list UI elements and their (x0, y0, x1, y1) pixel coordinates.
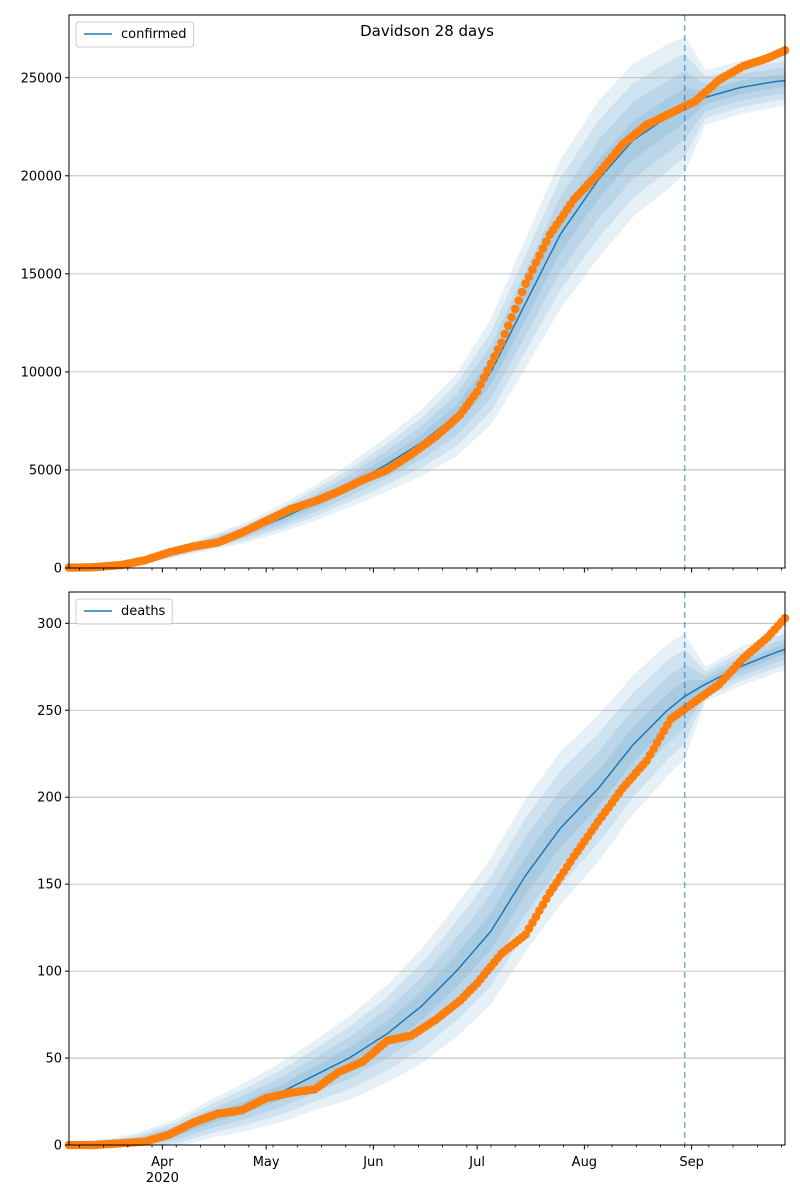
y-tick-label: 200 (37, 791, 62, 806)
uncertainty-band-2 (69, 53, 785, 568)
x-tick-label: May (253, 1155, 280, 1170)
x-tick-label: Aug (572, 1155, 597, 1170)
axes-frame (68, 591, 786, 1146)
observed-point (514, 296, 523, 305)
observed-point (528, 265, 537, 274)
legend-label: deaths (121, 604, 166, 619)
axes-frame (68, 14, 786, 569)
y-tick-label: 300 (37, 617, 62, 632)
confirmed-axes-frame (68, 14, 786, 569)
y-tick-label: 20000 (21, 169, 62, 184)
deaths-y-axis: 0 50 100 150 200 250 300 (37, 617, 69, 1154)
observed-point (538, 244, 548, 253)
y-tick-label: 250 (37, 704, 62, 719)
observed-point (531, 258, 541, 267)
confirmed-panel: 0 5000 10000 15000 20000 25000 confirmed Davi… (21, 14, 790, 577)
deaths-x-axis: Apr May Jun Jul Aug Sep 2020 (78, 1145, 782, 1186)
x-year-label: 2020 (146, 1171, 179, 1186)
y-tick-label: 10000 (21, 365, 62, 380)
observed-point (521, 279, 530, 289)
observed-point (500, 329, 510, 339)
chart-title: Davidson 28 days (360, 22, 494, 40)
uncertainty-band-3 (69, 639, 785, 1145)
observed-point (490, 352, 499, 361)
uncertainty-band-3 (69, 67, 785, 569)
legend-box (75, 598, 173, 625)
observed-point (524, 272, 534, 282)
uncertainty-band-4 (69, 644, 785, 1145)
confirmed-observed-points (64, 46, 790, 572)
x-tick-label: Sep (679, 1155, 704, 1170)
observed-point (507, 313, 516, 322)
observed-point (486, 359, 496, 368)
observed-point (483, 366, 492, 375)
deaths-legend: deaths (75, 598, 173, 625)
x-tick-label: Jun (362, 1155, 383, 1170)
deaths-uncertainty-bands (69, 628, 785, 1145)
legend-label: confirmed (121, 27, 187, 42)
legend-box (75, 21, 195, 48)
observed-point (479, 373, 489, 382)
y-tick-label: 100 (37, 965, 62, 980)
y-tick-label: 15000 (21, 267, 62, 282)
deaths-axes-frame (68, 591, 786, 1146)
y-tick-label: 25000 (21, 71, 62, 86)
confirmed-legend: confirmed (75, 21, 195, 48)
x-tick-label: Jul (468, 1155, 485, 1170)
x-tick-label: Apr (151, 1155, 174, 1170)
confirmed-x-ticks (78, 568, 782, 573)
confirmed-y-axis: 0 5000 10000 15000 20000 25000 (21, 71, 69, 577)
observed-point (535, 251, 544, 260)
observed-point (542, 237, 551, 246)
y-tick-label: 5000 (29, 463, 62, 478)
y-tick-label: 150 (37, 878, 62, 893)
uncertainty-band-1 (69, 628, 785, 1145)
confirmed-gridlines (69, 77, 785, 471)
deaths-gridlines (69, 622, 785, 1059)
y-tick-label: 0 (54, 1139, 62, 1154)
observed-point (472, 387, 482, 396)
observed-point (504, 321, 513, 331)
uncertainty-band-2 (69, 633, 785, 1145)
y-tick-label: 50 (45, 1052, 62, 1067)
deaths-panel: 0 50 100 150 200 250 300 Apr May Jun Jul Aug Sep 202… (37, 591, 790, 1186)
observed-point (476, 380, 485, 389)
observed-point (510, 304, 520, 314)
observed-point (517, 287, 527, 297)
observed-point (497, 338, 506, 347)
observed-point (493, 345, 503, 354)
y-tick-label: 0 (54, 562, 62, 577)
